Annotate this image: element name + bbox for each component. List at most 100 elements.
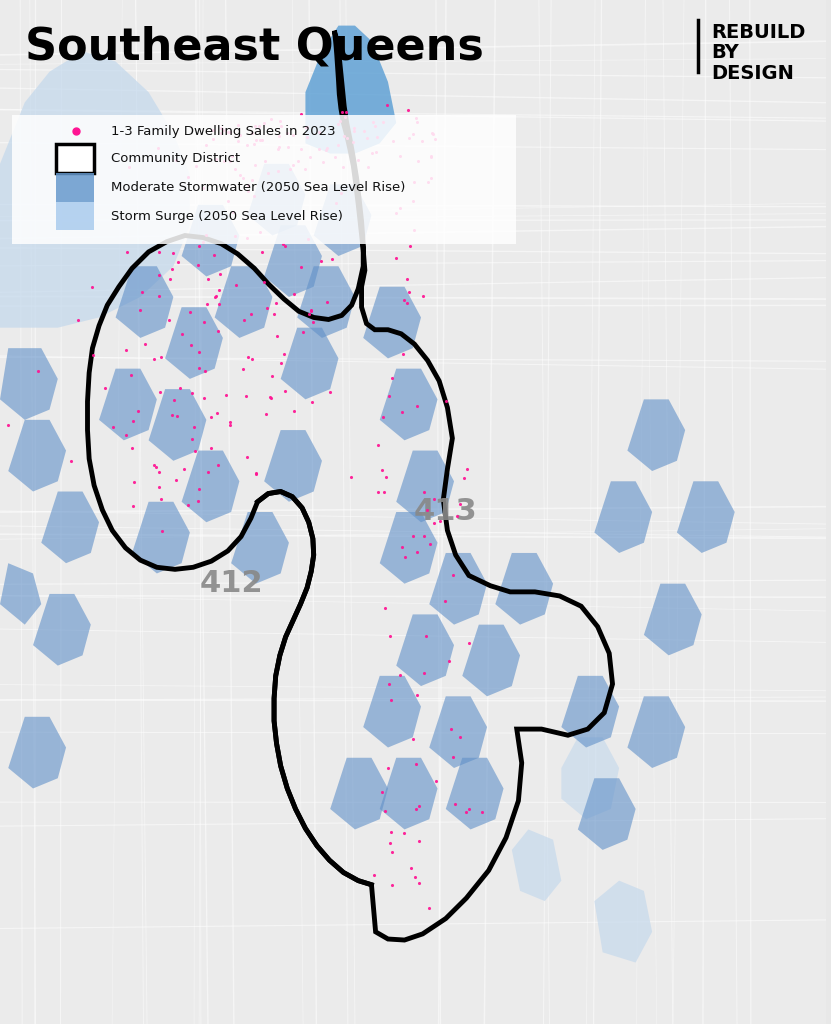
Point — [263, 389, 277, 406]
Point — [294, 259, 307, 275]
Point — [162, 311, 175, 328]
Point — [201, 270, 214, 287]
Polygon shape — [313, 184, 371, 256]
Polygon shape — [182, 205, 239, 276]
Point — [189, 442, 202, 459]
Point — [410, 756, 423, 772]
Point — [386, 370, 399, 386]
Point — [98, 380, 111, 396]
Point — [352, 153, 365, 169]
Point — [228, 227, 241, 244]
Point — [385, 692, 398, 709]
Point — [347, 123, 360, 139]
Point — [420, 502, 434, 518]
Point — [329, 195, 342, 211]
Point — [126, 413, 140, 429]
Point — [399, 549, 412, 565]
Polygon shape — [445, 758, 504, 829]
Point — [258, 115, 271, 131]
Polygon shape — [281, 328, 338, 399]
Point — [214, 120, 228, 136]
Point — [147, 351, 160, 368]
Point — [237, 312, 250, 329]
Point — [389, 205, 402, 221]
Point — [65, 453, 78, 469]
Point — [212, 296, 225, 312]
Point — [365, 145, 378, 162]
Point — [378, 803, 391, 819]
Point — [192, 359, 205, 376]
Polygon shape — [512, 829, 561, 901]
Point — [404, 860, 417, 877]
Point — [120, 342, 133, 358]
Point — [200, 296, 214, 312]
Point — [430, 773, 443, 790]
Polygon shape — [0, 348, 58, 420]
Point — [390, 250, 403, 266]
Point — [224, 417, 237, 433]
Point — [370, 143, 383, 160]
Point — [317, 154, 330, 170]
Point — [151, 140, 165, 157]
Point — [134, 302, 147, 318]
Point — [366, 114, 379, 130]
Point — [225, 147, 238, 164]
Point — [361, 130, 374, 146]
Polygon shape — [644, 584, 701, 655]
Point — [192, 481, 205, 498]
Polygon shape — [330, 758, 388, 829]
Polygon shape — [430, 696, 487, 768]
Point — [332, 117, 345, 133]
Point — [420, 628, 433, 644]
Point — [120, 244, 134, 260]
Point — [152, 266, 165, 283]
Point — [2, 417, 15, 433]
Polygon shape — [430, 553, 487, 625]
Point — [278, 345, 291, 361]
Polygon shape — [0, 51, 189, 328]
Point — [443, 652, 456, 669]
Point — [326, 250, 339, 266]
Point — [425, 148, 438, 165]
Point — [256, 244, 269, 260]
Point — [408, 868, 421, 885]
Point — [382, 388, 396, 404]
Point — [255, 132, 268, 148]
Point — [239, 387, 253, 403]
Point — [280, 125, 293, 141]
Point — [241, 229, 254, 246]
Point — [337, 127, 351, 143]
Point — [192, 344, 205, 360]
Point — [416, 288, 430, 304]
Point — [448, 796, 461, 812]
Point — [298, 161, 312, 177]
Polygon shape — [99, 369, 157, 440]
Point — [475, 804, 489, 820]
Polygon shape — [462, 625, 520, 696]
Polygon shape — [264, 430, 322, 502]
Point — [119, 427, 132, 443]
Point — [406, 193, 420, 209]
Point — [369, 118, 382, 134]
Point — [152, 244, 165, 260]
Point — [463, 801, 476, 817]
Point — [323, 384, 337, 400]
Point — [412, 799, 425, 815]
Point — [347, 120, 361, 136]
Point — [288, 402, 301, 419]
Polygon shape — [363, 676, 421, 748]
Point — [444, 721, 457, 737]
Point — [32, 362, 45, 379]
Point — [297, 324, 310, 340]
Point — [226, 204, 239, 220]
Point — [175, 326, 189, 342]
Point — [228, 161, 241, 177]
Point — [300, 119, 313, 135]
Point — [197, 179, 210, 196]
Point — [278, 238, 292, 254]
Polygon shape — [297, 266, 355, 338]
Point — [212, 283, 225, 299]
Point — [166, 407, 179, 423]
Point — [197, 314, 210, 331]
Point — [320, 294, 333, 310]
